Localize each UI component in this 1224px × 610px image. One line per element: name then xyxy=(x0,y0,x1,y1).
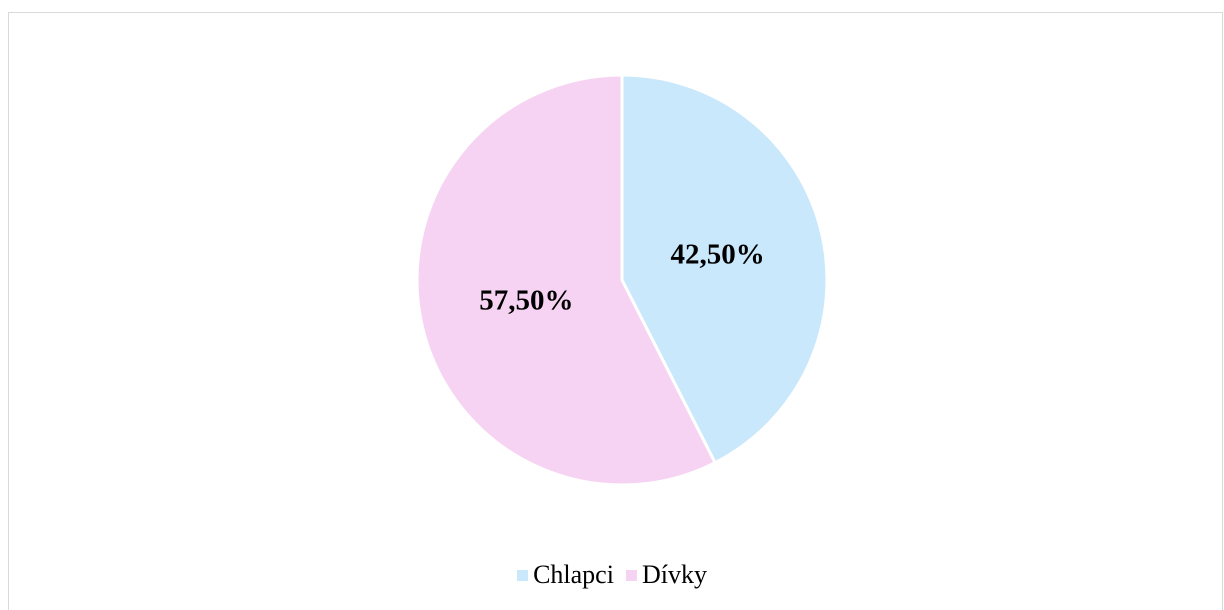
legend-label: Dívky xyxy=(642,560,707,589)
legend-label: Chlapci xyxy=(533,560,614,589)
pie-slice xyxy=(415,73,718,487)
pie-slice xyxy=(620,73,829,465)
legend-swatch xyxy=(517,570,529,581)
value-label: 42,50% xyxy=(671,239,765,271)
value-label: 57,50% xyxy=(479,285,573,317)
legend-swatch xyxy=(625,570,637,581)
